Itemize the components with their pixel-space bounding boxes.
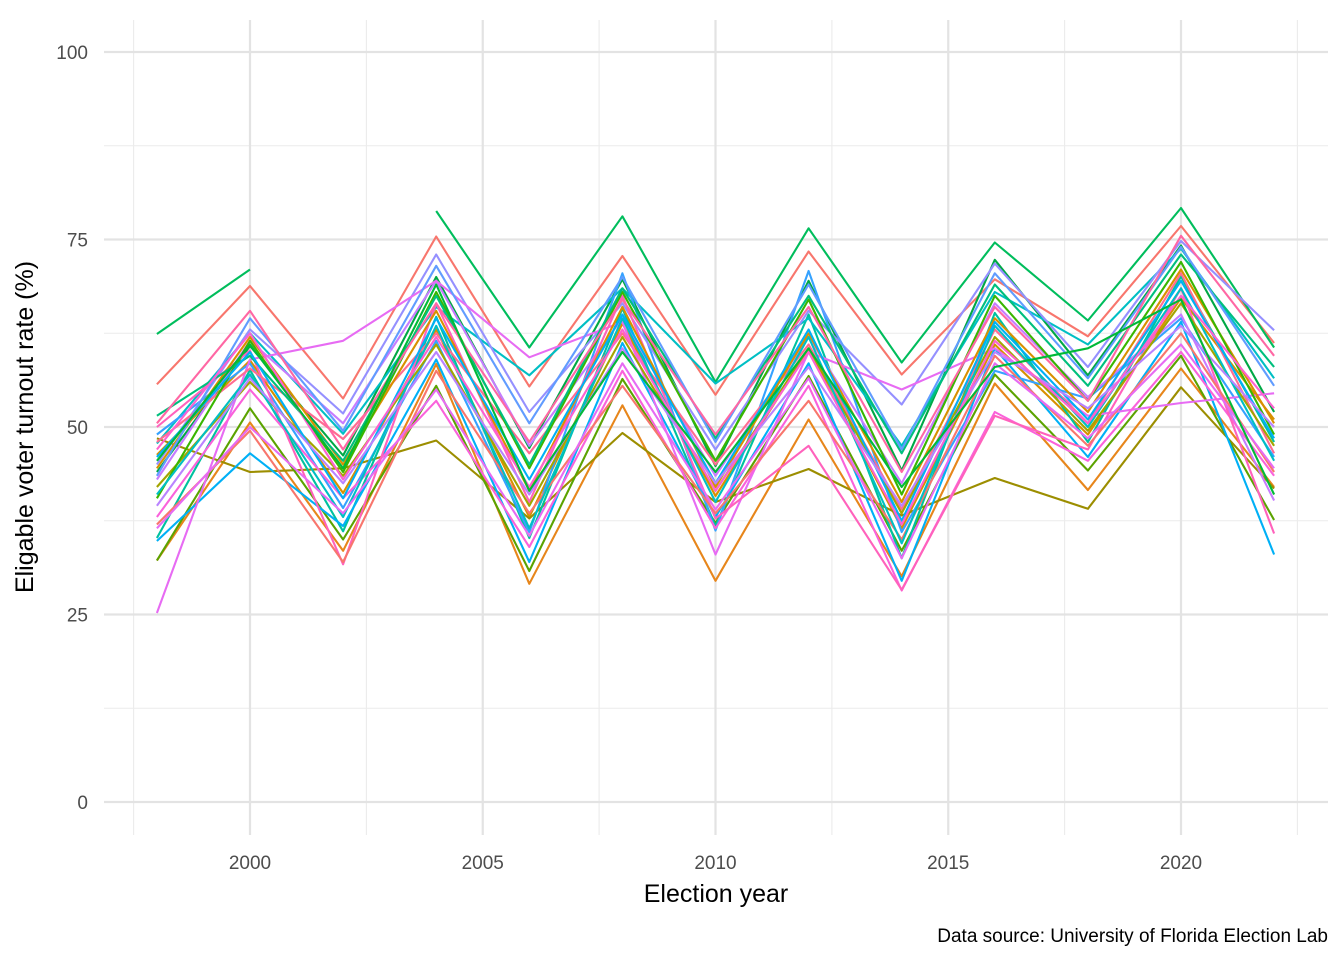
series-line-23	[156, 287, 1276, 545]
series-line-7	[156, 206, 1275, 384]
series-line-22	[156, 253, 1275, 466]
major-gridlines	[104, 20, 1328, 835]
x-tick-label: 2010	[694, 853, 736, 874]
series-line-5	[156, 354, 1276, 573]
series-line-2	[156, 362, 1275, 585]
series-line-3	[156, 296, 1275, 530]
series-line-11	[156, 269, 1275, 534]
x-axis-tick-labels: 2000 2005 2010 2015 2020	[229, 853, 1202, 874]
series-line-13	[156, 279, 1276, 501]
series-line-28	[156, 294, 1275, 526]
series-line-27	[156, 343, 1275, 560]
x-tick-label: 2000	[229, 853, 271, 874]
y-tick-label: 75	[67, 231, 88, 252]
y-tick-label: 100	[56, 43, 88, 64]
y-tick-label: 0	[77, 793, 88, 814]
series-line-16	[156, 287, 1276, 591]
series-line-6	[156, 244, 1276, 473]
x-axis-title: Election year	[644, 880, 789, 908]
series-line-29	[156, 234, 1275, 474]
y-tick-label: 25	[67, 606, 88, 627]
y-axis-title: Eligable voter turnout rate (%)	[11, 261, 39, 593]
y-tick-label: 50	[67, 418, 88, 439]
x-tick-label: 2020	[1160, 853, 1202, 874]
series-line-9	[156, 247, 1275, 447]
series-line-12	[156, 239, 1275, 466]
series-line-30	[156, 283, 1276, 495]
series-line-18	[156, 332, 1275, 564]
series-line-8	[155, 275, 1276, 560]
x-tick-label: 2005	[462, 853, 504, 874]
chart-caption: Data source: University of Florida Elect…	[937, 926, 1328, 947]
series-line-1	[156, 224, 1275, 400]
series-lines	[155, 206, 1276, 614]
series-line-19	[156, 268, 1275, 504]
x-tick-label: 2015	[927, 853, 969, 874]
series-line-26	[156, 324, 1275, 507]
series-line-14	[155, 279, 1275, 614]
series-line-25	[155, 245, 1275, 477]
y-axis-tick-labels: 0 25 50 75 100	[56, 43, 88, 814]
